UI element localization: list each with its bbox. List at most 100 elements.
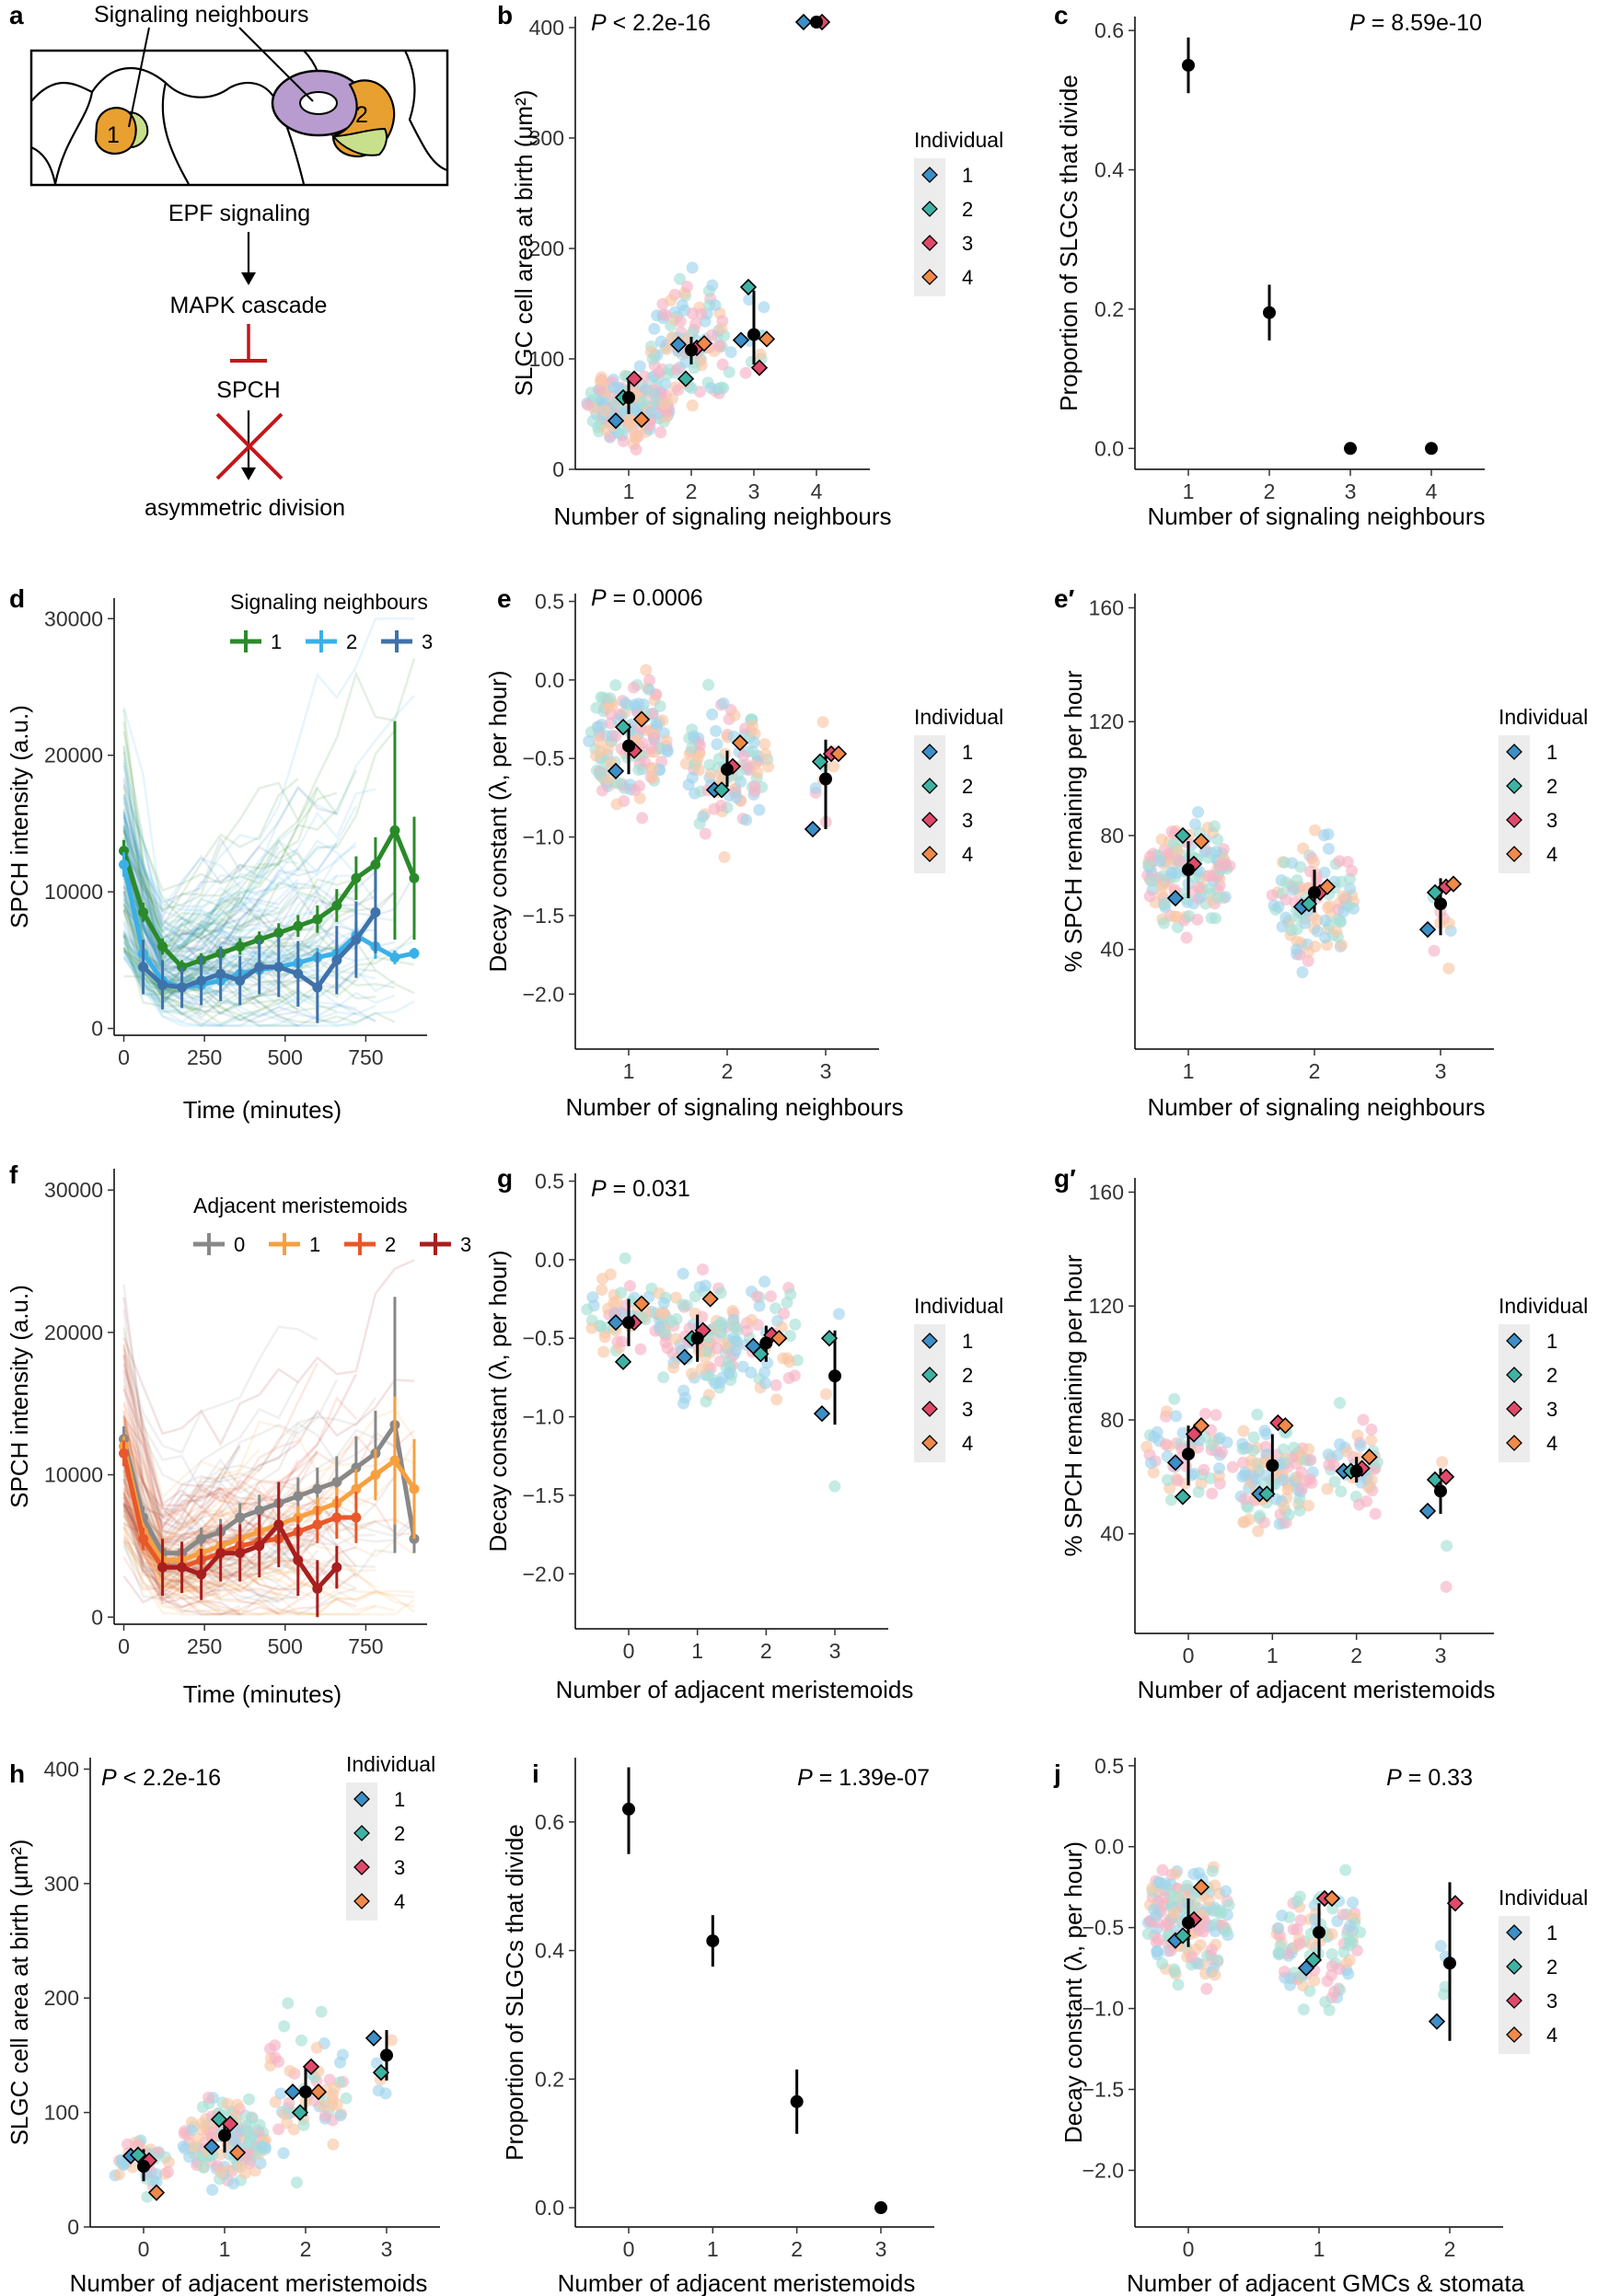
raw-point [1365,1434,1378,1447]
cell-trace [122,1539,222,1611]
raw-point [1237,1516,1250,1529]
raw-point [1208,820,1221,833]
raw-point [315,2005,328,2018]
cell-trace [122,1410,415,1558]
raw-point [1147,1466,1160,1479]
group-mean-point [622,1316,635,1330]
individual-mean-point [712,781,731,799]
raw-point [784,1288,797,1301]
raw-point [648,322,661,335]
raw-point [1180,931,1193,944]
cell-trace [122,751,202,933]
x-tick-label: 3 [381,2237,393,2261]
raw-point [1330,925,1343,938]
raw-point [758,1377,771,1390]
group-mean-point [1434,1484,1447,1498]
cell-trace [122,910,222,995]
legend-key-individual-3 [921,235,938,251]
individual-mean-point [1446,1895,1464,1912]
mean-point [312,1483,323,1494]
raw-point [1210,1409,1222,1422]
raw-point [706,279,719,292]
x-tick-label: 3 [1435,1059,1447,1083]
legend-label: 2 [962,1364,973,1387]
group-mean-point [810,16,823,29]
raw-point [231,2098,244,2111]
raw-point [1322,1448,1335,1461]
cell-trace [122,933,299,1027]
x-tick-label: 3 [820,1059,832,1083]
mean-point [196,975,207,986]
legend-key-individual-3 [921,812,938,828]
individual-mean-point [752,1345,770,1363]
legend-title: Adjacent meristemoids [193,1194,408,1217]
raw-point [1325,1948,1338,1961]
cell-trace [122,860,241,957]
y-tick-label: 30000 [44,606,103,630]
cell-trace [122,1344,415,1537]
raw-point [1247,1444,1260,1457]
raw-point [206,2184,219,2197]
raw-point [665,294,677,306]
y-tick-label: 10000 [44,880,103,904]
mean-point [273,1519,284,1530]
legend-key-individual-4 [353,1893,370,1909]
cell-label-1: 1 [107,122,120,148]
group-mean-point [790,2094,804,2108]
raw-point [670,363,683,376]
legend-key-individual-2 [1506,1367,1522,1383]
raw-point [677,1384,690,1397]
individual-mean-point [732,331,750,349]
p-value-text: < 2.2e-16 [607,10,711,36]
raw-point [318,2109,331,2122]
raw-point [715,381,728,394]
y-tick-label: −2.0 [523,982,564,1006]
legend-label: 2 [394,1822,405,1845]
raw-point [310,2041,323,2054]
raw-point [385,2034,398,2047]
raw-point [1319,931,1332,944]
raw-point [1168,1966,1181,1979]
legend-title: Signaling neighbours [230,590,428,614]
raw-point [770,1379,782,1391]
individual-legend: Individual 1 2 3 4 [1499,705,1588,873]
stoma-pore [299,91,338,115]
raw-point [1305,1938,1318,1951]
legend-key-individual-1 [921,1333,938,1349]
cell-trace [122,617,414,920]
raw-point [703,758,716,771]
raw-point [1186,1951,1198,1964]
y-tick-label: 200 [529,237,564,260]
y-tick-label: 0 [552,457,564,481]
legend-label: 3 [460,1233,471,1256]
legend-label: 3 [1546,809,1557,832]
raw-point [1236,1456,1249,1469]
y-tick-label: 0.5 [535,590,564,614]
cell-trace [122,1501,241,1616]
legend-label: 1 [1546,1921,1557,1944]
raw-point [1354,1926,1367,1939]
raw-point [686,307,699,320]
raw-point [809,781,822,794]
schematic-panel: a Signaling neighbours 1 2 EPF signaling… [9,1,449,521]
raw-point [647,733,660,745]
individual-mean-point [677,370,695,387]
raw-point [1293,1504,1306,1517]
raw-point [632,763,645,776]
raw-point [1344,1933,1357,1946]
y-tick-label: −1.5 [1082,2078,1124,2102]
y-tick-label: 0.0 [535,1248,564,1272]
y-tick-label: 0 [91,1605,103,1629]
raw-point [758,1275,771,1288]
raw-point [1192,1485,1205,1498]
raw-point [1291,1923,1303,1936]
schematic-title: Signaling neighbours [94,2,309,28]
raw-point [1161,1473,1174,1486]
raw-point [1257,1516,1270,1529]
legend-key-individual-3 [1506,1401,1522,1417]
y-tick-label: 0.2 [1094,297,1124,321]
raw-point [653,366,666,379]
panel-letter: c [1054,1,1069,29]
legend-label: 2 [1546,1364,1557,1387]
x-tick-label: 2 [722,1059,734,1083]
